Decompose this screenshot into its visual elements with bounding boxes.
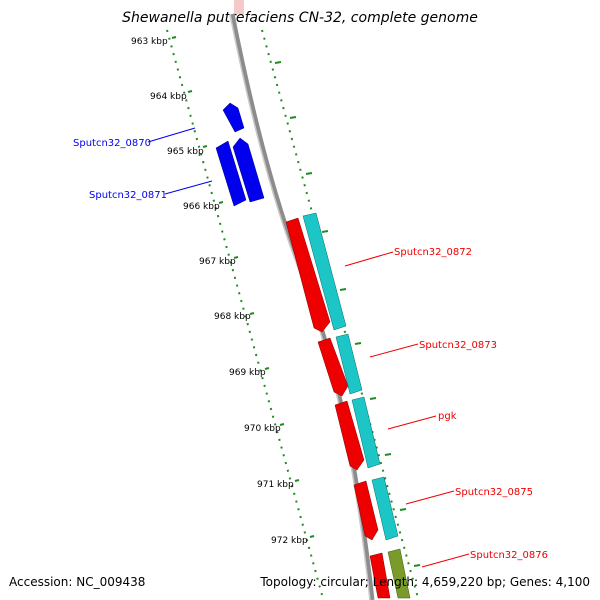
gene-label-sputcn32-0876[interactable]: Sputcn32_0876 — [470, 550, 548, 561]
accession-text: Accession: NC_009438 — [9, 575, 146, 589]
topology-text: Topology: circular; Length: 4,659,220 bp… — [260, 575, 590, 589]
major-tick — [264, 367, 270, 370]
other-feature[interactable] — [387, 548, 411, 599]
gene-arrow-pgk[interactable] — [334, 400, 365, 471]
gene-label-sputcn32-0870[interactable]: Sputcn32_0870 — [73, 138, 151, 149]
ruler-label: 970 kbp — [244, 424, 281, 434]
ruler-inner-line — [166, 29, 323, 596]
ruler-label: 972 kbp — [271, 536, 308, 546]
gene-labels: Sputcn32_0870 Sputcn32_0871 Sputcn32_087… — [73, 138, 548, 561]
major-tick — [218, 201, 224, 204]
genome-backbone — [229, 13, 375, 600]
major-tick — [202, 145, 208, 148]
major-tick — [294, 479, 300, 482]
gene-arrow-sputcn32-0875[interactable] — [353, 480, 379, 541]
ruler-major-ticks-inner — [171, 36, 315, 538]
ruler-label: 968 kbp — [214, 312, 251, 322]
ruler-label: 971 kbp — [257, 480, 294, 490]
gene-label-sputcn32-0872[interactable]: Sputcn32_0872 — [394, 247, 472, 258]
gene-arrow-sputcn32-0871[interactable] — [232, 137, 265, 203]
ruler-label: 965 kbp — [167, 147, 204, 157]
ruler-label: 963 kbp — [131, 37, 168, 47]
major-tick — [233, 256, 239, 259]
ruler-label: 967 kbp — [199, 257, 236, 267]
major-tick — [279, 423, 285, 426]
major-tick — [309, 535, 315, 538]
map-title: Shewanella putrefaciens CN-32, complete … — [122, 10, 478, 26]
major-tick — [399, 508, 407, 511]
leader-line — [405, 490, 455, 505]
cds-feature[interactable] — [335, 333, 363, 395]
gene-arrow-sputcn32-0870a[interactable] — [222, 102, 245, 133]
leader-line — [344, 251, 394, 267]
cds-feature[interactable] — [371, 476, 399, 541]
gene-arrow-sputcn32-0872[interactable] — [285, 217, 331, 333]
gene-arrow-sputcn32-0876[interactable] — [369, 552, 391, 599]
major-tick — [171, 36, 177, 39]
ruler-label: 966 kbp — [183, 202, 220, 212]
ruler-label: 964 kbp — [150, 92, 187, 102]
major-tick — [354, 342, 362, 345]
faded-feature — [234, 0, 244, 14]
leader-line — [164, 180, 213, 195]
ruler-labels: 963 kbp 964 kbp 965 kbp 966 kbp 967 kbp … — [131, 37, 308, 546]
major-tick — [305, 172, 313, 175]
major-tick — [187, 90, 193, 93]
major-tick — [274, 61, 282, 64]
label-leaders — [147, 127, 470, 568]
forward-strand-genes — [285, 217, 391, 599]
leader-line — [387, 415, 437, 430]
gene-label-sputcn32-0873[interactable]: Sputcn32_0873 — [419, 340, 497, 351]
major-tick — [249, 312, 255, 315]
major-tick — [289, 116, 297, 119]
major-tick — [384, 453, 392, 456]
major-tick — [339, 288, 347, 291]
reverse-strand-genes — [215, 102, 265, 207]
ruler-major-ticks-outer — [274, 61, 421, 567]
gene-arrow-sputcn32-0873[interactable] — [317, 337, 349, 397]
gene-arrow-sputcn32-0870b[interactable] — [215, 140, 247, 207]
gene-label-pgk[interactable]: pgk — [438, 411, 457, 422]
cds-feature[interactable] — [302, 212, 347, 331]
major-tick — [369, 397, 377, 400]
ruler-inner — [166, 29, 323, 596]
ruler-label: 969 kbp — [229, 368, 266, 378]
cds-feature[interactable] — [351, 396, 381, 469]
leader-line — [369, 343, 419, 358]
leader-line — [147, 127, 196, 143]
major-tick — [413, 564, 421, 567]
gene-label-sputcn32-0875[interactable]: Sputcn32_0875 — [455, 487, 533, 498]
major-tick — [321, 230, 329, 233]
top-fade — [234, 0, 244, 14]
cds-features — [302, 212, 411, 599]
leader-line — [421, 553, 470, 568]
gene-label-sputcn32-0871[interactable]: Sputcn32_0871 — [89, 190, 167, 201]
